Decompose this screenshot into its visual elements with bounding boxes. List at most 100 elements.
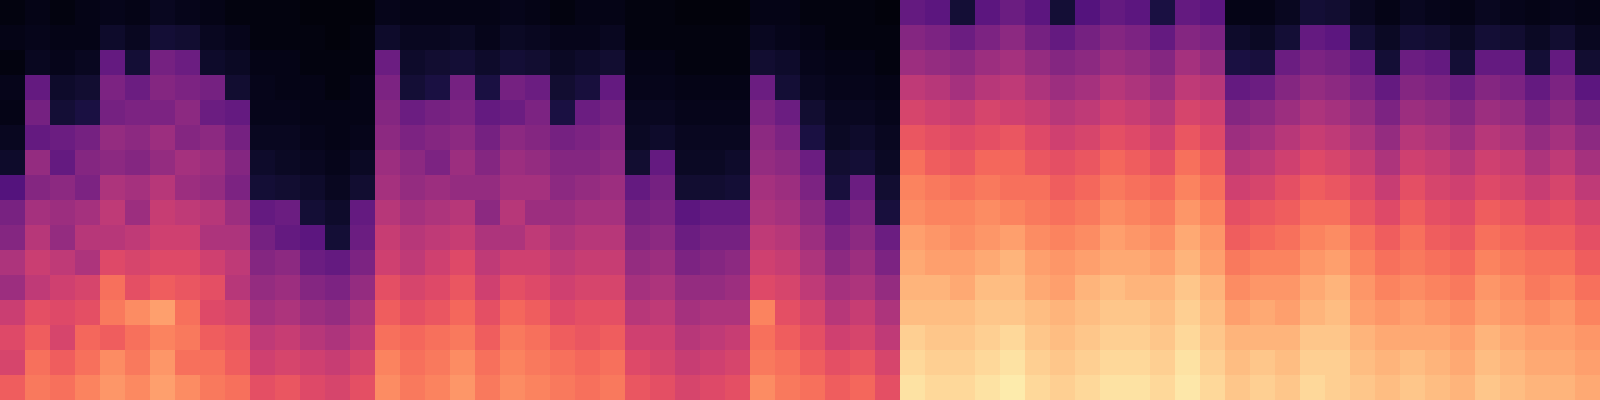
heatmap-cell — [1375, 250, 1401, 276]
heatmap-cell — [1050, 375, 1076, 400]
heatmap-cell — [275, 100, 301, 126]
heatmap-cell — [900, 225, 926, 251]
heatmap-cell — [400, 100, 426, 126]
heatmap-cell — [350, 25, 376, 51]
heatmap-cell — [925, 150, 951, 176]
heatmap-cell — [125, 50, 151, 76]
heatmap-cell — [450, 125, 476, 151]
heatmap-cell — [1200, 300, 1226, 326]
heatmap-cell — [1200, 350, 1226, 376]
heatmap-cell — [1575, 100, 1600, 126]
heatmap-cell — [0, 150, 26, 176]
heatmap-cell — [500, 375, 526, 400]
heatmap-cell — [75, 325, 101, 351]
heatmap-cell — [1450, 150, 1476, 176]
heatmap-cell — [925, 50, 951, 76]
heatmap-cell — [1550, 375, 1576, 400]
heatmap-cell — [1325, 275, 1351, 301]
heatmap-cell — [400, 325, 426, 351]
heatmap-cell — [100, 375, 126, 400]
heatmap-cell — [1300, 25, 1326, 51]
heatmap-cell — [875, 150, 901, 176]
heatmap-cell — [100, 350, 126, 376]
heatmap-cell — [975, 125, 1001, 151]
heatmap-cell — [675, 325, 701, 351]
heatmap-cell — [1275, 250, 1301, 276]
heatmap-cell — [975, 75, 1001, 101]
heatmap-cell — [225, 300, 251, 326]
heatmap-cell — [650, 200, 676, 226]
heatmap-cell — [600, 100, 626, 126]
heatmap-cell — [475, 0, 501, 26]
heatmap-cell — [1425, 50, 1451, 76]
heatmap-cell — [425, 225, 451, 251]
heatmap-cell — [550, 100, 576, 126]
heatmap-cell — [775, 375, 801, 400]
heatmap-cell — [1425, 275, 1451, 301]
heatmap-cell — [175, 325, 201, 351]
heatmap-cell — [850, 325, 876, 351]
heatmap-cell — [1025, 375, 1051, 400]
heatmap-cell — [375, 375, 401, 400]
heatmap-cell — [50, 200, 76, 226]
heatmap-cell — [1575, 50, 1600, 76]
heatmap-cell — [1025, 25, 1051, 51]
heatmap-cell — [50, 300, 76, 326]
heatmap-cell — [275, 175, 301, 201]
heatmap-cell — [750, 200, 776, 226]
heatmap-cell — [600, 225, 626, 251]
heatmap-cell — [250, 0, 276, 26]
heatmap-cell — [100, 200, 126, 226]
heatmap-cell — [1400, 300, 1426, 326]
heatmap-cell — [225, 175, 251, 201]
heatmap-cell — [300, 325, 326, 351]
heatmap-cell — [875, 0, 901, 26]
heatmap-cell — [0, 75, 26, 101]
heatmap-cell — [825, 150, 851, 176]
heatmap-cell — [1400, 75, 1426, 101]
heatmap-cell — [900, 325, 926, 351]
heatmap-cell — [625, 175, 651, 201]
heatmap-cell — [25, 325, 51, 351]
heatmap-cell — [925, 100, 951, 126]
heatmap-cell — [525, 375, 551, 400]
heatmap-cell — [1475, 125, 1501, 151]
heatmap-cell — [150, 100, 176, 126]
heatmap-cell — [950, 375, 976, 400]
heatmap-cell — [1100, 325, 1126, 351]
heatmap-cell — [875, 375, 901, 400]
heatmap-cell — [200, 150, 226, 176]
heatmap-cell — [875, 50, 901, 76]
heatmap-cell — [250, 350, 276, 376]
heatmap-cell — [700, 325, 726, 351]
heatmap-cell — [500, 125, 526, 151]
plot-background — [0, 0, 1600, 400]
heatmap-cell — [250, 375, 276, 400]
heatmap-cell — [1325, 225, 1351, 251]
heatmap-cell — [550, 275, 576, 301]
heatmap-cell — [1050, 50, 1076, 76]
heatmap-cell — [325, 350, 351, 376]
heatmap-cell — [700, 0, 726, 26]
heatmap-cell — [1350, 250, 1376, 276]
heatmap-cell — [1075, 350, 1101, 376]
heatmap-cell — [625, 150, 651, 176]
heatmap-cell — [1175, 0, 1201, 26]
heatmap-cell — [875, 275, 901, 301]
heatmap-cell — [825, 225, 851, 251]
heatmap-cell — [1475, 350, 1501, 376]
heatmap-cell — [800, 225, 826, 251]
heatmap-cell — [525, 0, 551, 26]
heatmap-cell — [1525, 125, 1551, 151]
heatmap-cell — [1250, 200, 1276, 226]
heatmap-cell — [1250, 375, 1276, 400]
heatmap-cell — [475, 325, 501, 351]
heatmap-cell — [275, 375, 301, 400]
heatmap-cell — [1175, 250, 1201, 276]
heatmap-cell — [450, 0, 476, 26]
heatmap-cell — [450, 100, 476, 126]
heatmap-cell — [125, 375, 151, 400]
heatmap-cell — [1100, 50, 1126, 76]
heatmap-cell — [25, 375, 51, 400]
heatmap-cell — [875, 325, 901, 351]
